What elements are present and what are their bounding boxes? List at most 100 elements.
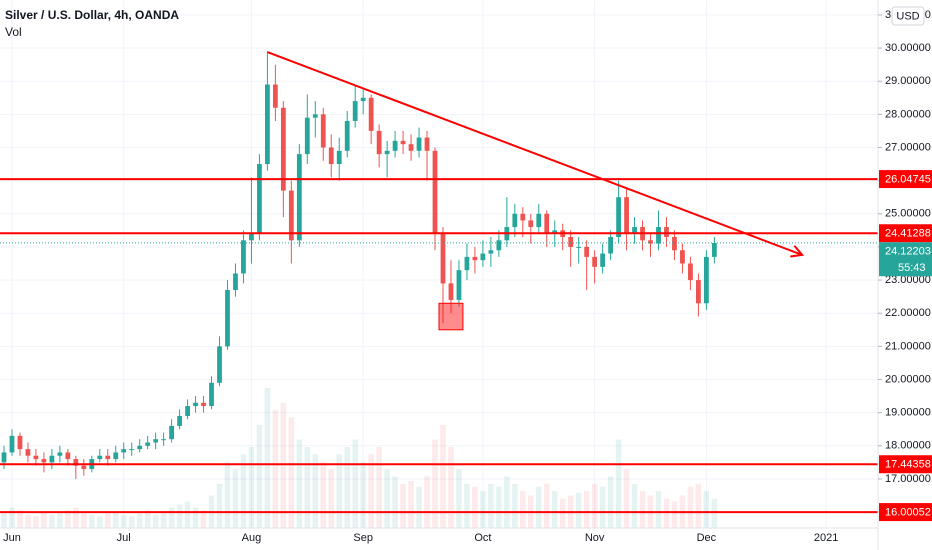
volume-bar — [248, 446, 255, 528]
candle-body — [280, 107, 286, 191]
candle-body — [296, 154, 302, 241]
volume-bar — [9, 507, 15, 528]
volume-bar — [288, 417, 295, 528]
volume-bar — [328, 469, 335, 528]
volume-bar — [312, 454, 319, 528]
candle-body — [552, 230, 558, 234]
volume-label: Vol — [5, 25, 22, 39]
volume-bar — [360, 461, 366, 528]
x-tick-label: Jul — [117, 532, 131, 544]
volume-bar — [176, 504, 183, 528]
currency-label[interactable]: USD — [896, 10, 919, 22]
volume-bar — [232, 469, 239, 528]
chart-title: Silver / U.S. Dollar, 4h, OANDA — [5, 8, 179, 22]
level-label: 17.44358 — [885, 459, 931, 471]
candle-body — [632, 227, 637, 234]
volume-bar — [599, 486, 606, 528]
candle-body — [272, 84, 278, 108]
candle-body — [25, 449, 31, 456]
volume-bar — [264, 388, 271, 528]
volume-bar — [432, 439, 438, 528]
volume-bar — [671, 501, 678, 528]
candle-body — [703, 256, 709, 304]
volume-bar — [703, 491, 710, 528]
volume-bar — [711, 498, 718, 528]
volume-bar — [607, 476, 614, 528]
candle-body — [320, 114, 326, 148]
volume-bar — [152, 514, 159, 528]
candle-body — [648, 240, 653, 244]
volume-bar — [272, 410, 279, 528]
y-tick-label: 28.00000 — [885, 108, 931, 120]
volume-bar — [512, 483, 518, 528]
volume-bar — [456, 469, 462, 528]
candle-body — [153, 439, 159, 443]
x-tick-label: Dec — [697, 532, 717, 544]
candle-body — [472, 256, 478, 261]
volume-bar — [583, 491, 590, 528]
candle-body — [680, 250, 685, 264]
candle-body — [688, 263, 693, 281]
candle-body — [600, 253, 606, 267]
candle-body — [9, 435, 15, 453]
volume-bar — [376, 446, 382, 528]
volume-bar — [320, 461, 327, 528]
currency-button[interactable] — [891, 6, 925, 26]
candle-body — [193, 402, 198, 407]
candle-body — [352, 101, 358, 121]
level-label: 24.41288 — [885, 228, 931, 240]
volume-bar — [368, 454, 374, 528]
volume-bar — [424, 476, 430, 528]
price-label: 24.12203 — [885, 246, 931, 258]
candle-body — [129, 449, 135, 451]
candle-body — [49, 455, 55, 463]
candle-body — [624, 197, 629, 234]
candle-body — [105, 455, 111, 460]
candle-body — [336, 150, 342, 165]
candle-body — [185, 406, 190, 416]
volume-bar — [448, 446, 454, 528]
y-tick-label: 19.00000 — [885, 407, 931, 419]
y-tick-label: 20.00000 — [885, 373, 931, 385]
y-tick-label: 22.00000 — [885, 307, 931, 319]
candle-body — [121, 449, 127, 453]
level-label-box — [879, 503, 932, 522]
candle-body — [288, 190, 294, 241]
y-tick-label: 23.00000 — [885, 274, 931, 286]
candle-body — [496, 240, 502, 251]
volume-bar — [120, 514, 127, 528]
volume-bar — [352, 439, 358, 528]
candle-body — [73, 459, 79, 466]
candle-body — [664, 227, 669, 237]
volume-bar — [280, 402, 287, 528]
level-label-box — [879, 455, 932, 474]
candle-body — [608, 236, 614, 254]
volume-bar — [104, 513, 111, 528]
volume-bar — [17, 510, 23, 528]
candle-body — [233, 273, 238, 291]
volume-bar — [400, 483, 406, 528]
volume-bar — [184, 501, 191, 528]
volume-bar — [296, 439, 303, 528]
volume-bar — [224, 461, 231, 528]
candle-body — [169, 425, 175, 440]
volume-bar — [575, 492, 582, 528]
candle-body — [145, 442, 151, 446]
candle-body — [696, 280, 701, 304]
volume-bar — [543, 483, 550, 528]
candle-body — [440, 233, 446, 284]
candle-body — [456, 270, 462, 300]
candle-body — [400, 140, 406, 145]
volume-bar — [472, 486, 478, 528]
candle-body — [97, 455, 103, 460]
candle-body — [304, 117, 310, 155]
volume-bar — [639, 491, 646, 528]
candle-body — [209, 382, 214, 407]
volume-bar — [464, 483, 470, 528]
candle-body — [464, 256, 470, 271]
y-tick-label: 30.00000 — [885, 42, 931, 54]
volume-bar — [33, 516, 39, 528]
candle-body — [17, 435, 23, 450]
